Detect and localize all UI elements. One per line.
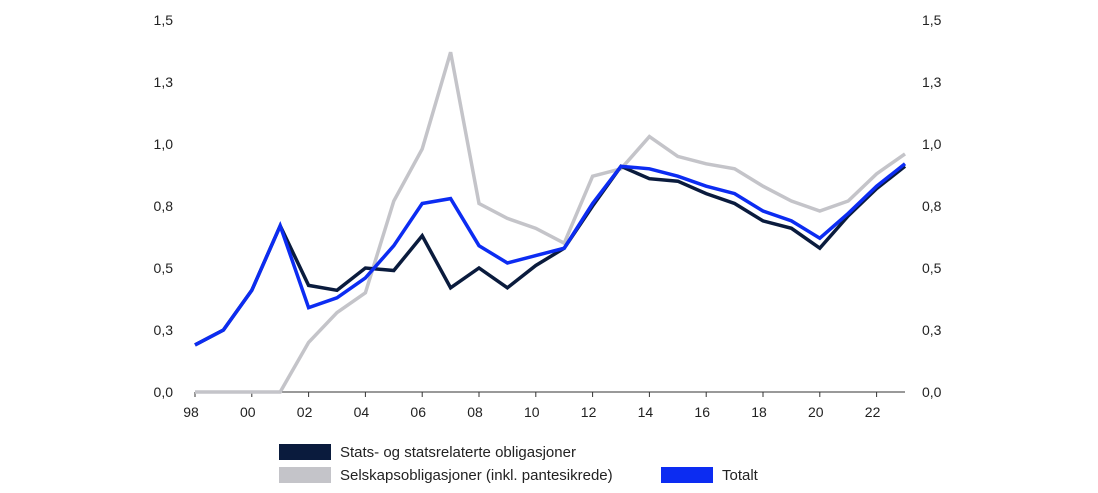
y-tick-label-left: 0,3	[154, 322, 174, 338]
x-tick-label: 18	[751, 404, 767, 420]
x-tick-label: 06	[410, 404, 426, 420]
series-line-totalt	[194, 162, 907, 347]
y-tick-label-left: 1,3	[154, 74, 174, 90]
x-tick-label: 04	[354, 404, 370, 420]
y-tick-label-left: 1,5	[154, 12, 174, 28]
series-line-selskap	[195, 51, 907, 394]
x-tick-label: 22	[865, 404, 881, 420]
legend-swatch-stats	[279, 444, 331, 460]
y-tick-label-left: 1,0	[154, 136, 174, 152]
x-tick-label: 08	[467, 404, 483, 420]
x-tick-label: 02	[297, 404, 313, 420]
x-tick-label: 20	[808, 404, 824, 420]
y-tick-label-left: 0,8	[154, 198, 174, 214]
y-axis-left-labels: 0,0 0,3 0,5 0,8 1,0 1,3 1,5	[154, 12, 174, 400]
x-tick-label: 10	[524, 404, 540, 420]
x-tick-label: 12	[581, 404, 597, 420]
legend-label-selskap: Selskapsobligasjoner (inkl. pantesikrede…	[340, 467, 613, 484]
x-axis-labels: 98 00 02 04 06 08 10 12 14 16 18 20 22	[183, 392, 881, 420]
x-tick-label: 14	[638, 404, 654, 420]
y-tick-label-right: 1,5	[922, 12, 942, 28]
y-axis-right-labels: 0,0 0,3 0,5 0,8 1,0 1,3 1,5	[922, 12, 942, 400]
legend-swatch-totalt	[661, 467, 713, 483]
legend-label-totalt: Totalt	[722, 467, 759, 484]
x-tick-label: 98	[183, 404, 199, 420]
y-tick-label-right: 0,0	[922, 384, 942, 400]
legend-swatch-selskap	[279, 467, 331, 483]
y-tick-label-right: 0,3	[922, 322, 942, 338]
series-line-stats	[194, 164, 907, 347]
y-tick-label-left: 0,5	[154, 260, 174, 276]
y-tick-label-right: 1,0	[922, 136, 942, 152]
x-tick-label: 00	[240, 404, 256, 420]
y-tick-label-left: 0,0	[154, 384, 174, 400]
y-tick-label-right: 0,5	[922, 260, 942, 276]
x-tick-label: 16	[694, 404, 710, 420]
legend-label-stats: Stats- og statsrelaterte obligasjoner	[340, 444, 576, 461]
y-tick-label-right: 0,8	[922, 198, 942, 214]
y-tick-label-right: 1,3	[922, 74, 942, 90]
legend: Stats- og statsrelaterte obligasjoner Sel…	[279, 444, 759, 484]
series-lines	[194, 51, 907, 394]
